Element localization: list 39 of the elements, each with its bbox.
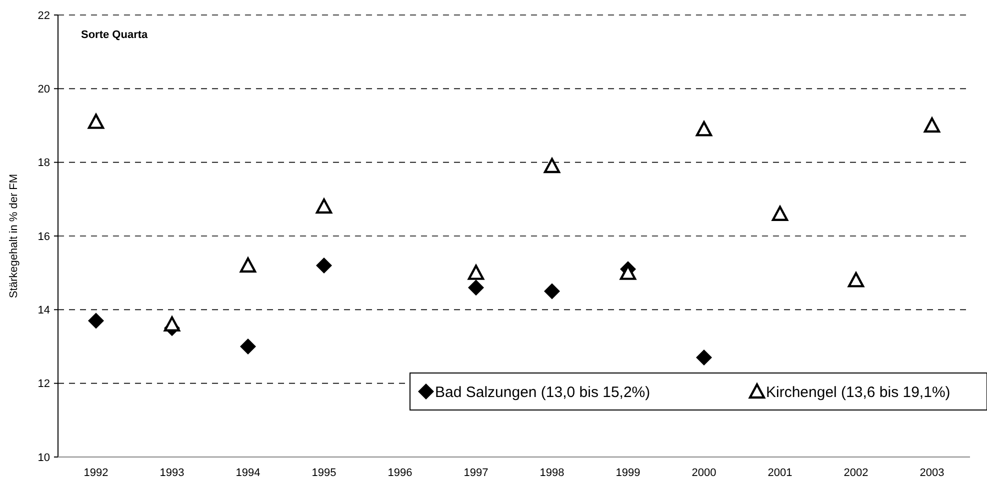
x-tick-label: 1995 <box>312 467 336 479</box>
point <box>924 117 940 133</box>
point <box>88 114 104 129</box>
point <box>468 264 484 280</box>
y-tick-label: 14 <box>38 304 50 317</box>
x-tick-label: 2003 <box>920 467 944 479</box>
point <box>848 272 864 288</box>
point <box>316 257 332 274</box>
point <box>696 121 712 136</box>
legend-label: Bad Salzungen (13,0 bis 15,2%) <box>435 384 650 401</box>
y-tick-label: 18 <box>38 157 50 170</box>
point <box>240 257 256 273</box>
point <box>772 206 788 221</box>
x-tick-label: 1999 <box>616 467 640 479</box>
point <box>696 350 712 366</box>
legend-label: Kirchengel (13,6 bis 19,1%) <box>766 384 950 401</box>
point <box>164 316 180 332</box>
point <box>88 312 104 329</box>
point <box>544 158 560 174</box>
x-tick-label: 1992 <box>84 467 108 479</box>
y-tick-label: 10 <box>38 452 50 464</box>
y-tick-label: 16 <box>38 230 50 243</box>
x-tick-label: 1996 <box>388 467 412 479</box>
x-tick-label: 1997 <box>464 467 488 479</box>
point <box>316 198 332 214</box>
y-tick-label: 22 <box>38 10 50 22</box>
x-tick-label: 2002 <box>844 467 868 479</box>
point <box>544 283 560 300</box>
y-axis-title: Stärkegehalt in % der FM <box>8 174 20 298</box>
text: Sorte Quarta <box>81 29 149 41</box>
x-tick-label: 1998 <box>540 467 564 479</box>
x-tick-label: 2001 <box>768 467 792 479</box>
x-tick-label: 2000 <box>692 467 716 479</box>
y-tick-label: 12 <box>38 378 50 390</box>
y-tick-label: 20 <box>38 84 50 96</box>
x-tick-label: 1993 <box>160 467 184 479</box>
point <box>240 338 256 354</box>
point <box>468 280 484 296</box>
x-tick-label: 1994 <box>236 467 260 479</box>
